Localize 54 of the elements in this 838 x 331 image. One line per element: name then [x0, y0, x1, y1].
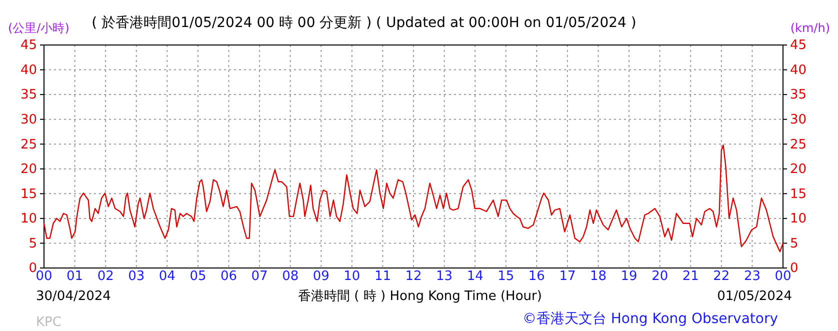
y2-tick-label: 40	[790, 62, 807, 78]
x-tick-label: 15	[498, 269, 514, 284]
y2-tick-label: 5	[790, 236, 798, 252]
x-tick-label: 18	[590, 269, 607, 284]
x-tick-label: 19	[620, 269, 638, 284]
y-tick-label: 20	[20, 162, 37, 178]
y-tick-label: 35	[20, 88, 37, 103]
y2-tick-label: 10	[790, 212, 807, 227]
line-series	[43, 144, 784, 252]
x-tick-label: 07	[251, 269, 268, 284]
x-tick-label: 16	[528, 269, 545, 284]
y-tick-label: 45	[20, 38, 37, 54]
y-tick-label: 5	[28, 236, 37, 252]
x-tick-label: 03	[128, 269, 145, 284]
x-tick-label: 12	[405, 269, 422, 284]
x-tick-label: 21	[682, 269, 699, 284]
y-tick-label: 0	[28, 261, 37, 276]
y2-tick-label: 35	[790, 88, 807, 103]
y-axis-title: (公里/小時)	[8, 21, 70, 35]
y2-tick-label: 15	[790, 186, 807, 202]
text: 30/04/2024	[36, 289, 111, 304]
x-tick-label: 04	[158, 269, 176, 284]
text: KPC	[36, 315, 62, 330]
x-tick-label: 08	[282, 269, 299, 284]
y2-tick-label: 25	[790, 137, 807, 152]
y2-tick-label: 20	[790, 162, 807, 178]
x-tick-label: 22	[713, 269, 730, 284]
x-tick-label: 23	[744, 269, 760, 284]
text: ©香港天文台 Hong Kong Observatory	[522, 311, 778, 327]
y-tick-label: 10	[20, 212, 37, 227]
x-tick-label: 02	[97, 269, 114, 284]
x-axis-title: 香港時間 ( 時 ) Hong Kong Time (Hour)	[298, 289, 542, 304]
x-tick-label: 05	[190, 269, 206, 284]
y2-tick-label: 45	[790, 38, 807, 54]
x-tick-label: 14	[466, 269, 484, 284]
x-tick-label: 09	[312, 269, 330, 284]
x-tick-label: 11	[374, 269, 391, 284]
y2-tick-label: 30	[790, 112, 807, 128]
x-tick-label: 00	[36, 269, 52, 284]
x-tick-label: 00	[774, 269, 792, 284]
y2-axis-title: (km/h)	[790, 21, 830, 35]
x-tick-label: 10	[344, 269, 360, 284]
x-tick-label: 17	[559, 269, 576, 284]
y-tick-label: 30	[20, 112, 37, 128]
x-tick-label: 01	[66, 269, 84, 284]
x-tick-label: 13	[436, 269, 453, 284]
y2-tick-label: 0	[790, 261, 798, 276]
x-tick-label: 06	[220, 269, 238, 284]
chart-title: ( 於香港時間01/05/2024 00 時 00 分更新 ) ( Updated at 00:00H on 01/05/2024 )	[92, 15, 636, 31]
x-tick-label: 20	[652, 269, 668, 284]
y-tick-label: 40	[20, 62, 37, 78]
text: 01/05/2024	[717, 289, 792, 304]
y-tick-label: 25	[20, 137, 37, 152]
y-tick-label: 15	[20, 186, 37, 202]
